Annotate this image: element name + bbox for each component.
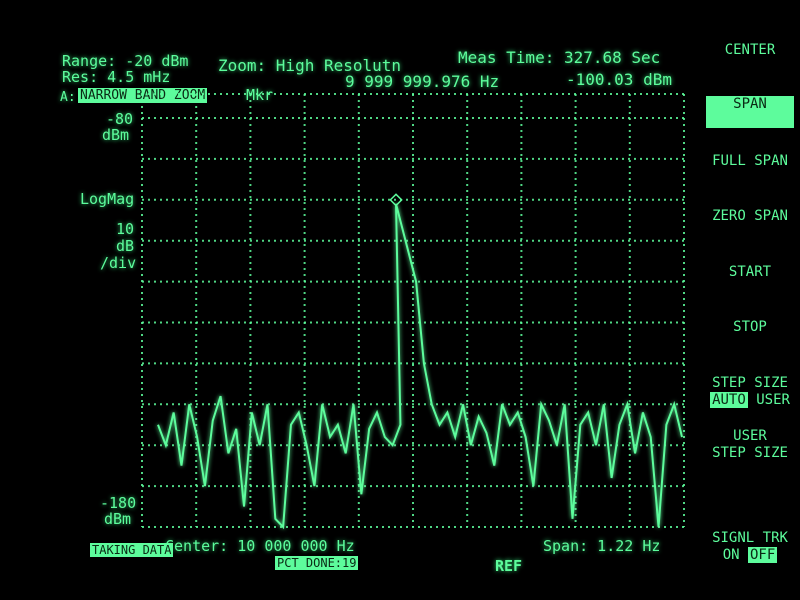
step-user-option[interactable]: USER <box>756 392 790 408</box>
marker-level: -100.03 dBm <box>566 70 672 89</box>
spectrum-trace <box>157 203 683 530</box>
y-bottom-unit: dBm <box>104 510 132 528</box>
signal-track-off[interactable]: OFF <box>748 547 778 563</box>
zoom-readout: Zoom: High Resolutn <box>218 56 402 75</box>
y-top-unit: dBm <box>102 126 130 144</box>
marker-label: Mkr <box>246 86 274 104</box>
softkey-start[interactable]: START <box>728 264 772 280</box>
marker-diamond <box>389 193 403 207</box>
y-top-value: -80 <box>106 110 134 128</box>
softkey-step-size[interactable]: STEP SIZE AUTO USER <box>700 375 800 409</box>
signal-track-on[interactable]: ON <box>722 547 740 563</box>
softkey-full-span[interactable]: FULL SPAN <box>712 153 788 169</box>
progress-badge: PCT DONE:19 <box>275 556 359 570</box>
user-step-line2: STEP SIZE <box>712 445 788 461</box>
scale-unit: dB <box>116 237 135 255</box>
scale-div: /div <box>100 254 137 272</box>
resolution-readout: Res: 4.5 mHz <box>62 68 171 86</box>
y-bottom-value: -180 <box>100 494 137 512</box>
span-readout: Span: 1.22 Hz <box>543 537 661 555</box>
softkey-span-label: SPAN <box>733 96 767 112</box>
scale-type: LogMag <box>80 190 135 208</box>
softkey-stop[interactable]: STOP <box>733 319 767 335</box>
signal-track-label: SIGNL TRK <box>712 530 788 546</box>
ref-label: REF <box>495 557 523 575</box>
scale-value: 10 <box>116 220 135 238</box>
meas-time-readout: Meas Time: 327.68 Sec <box>458 48 661 67</box>
status-badge: TAKING DATA <box>90 543 174 557</box>
trace-prefix: A: <box>60 90 76 105</box>
range-readout: Range: -20 dBm <box>62 52 189 70</box>
user-step-line1: USER <box>733 428 767 444</box>
center-frequency: Center: 10 000 000 Hz <box>165 537 355 555</box>
softkey-user-step-size[interactable]: USER STEP SIZE <box>700 428 800 462</box>
softkey-span[interactable]: SPAN <box>706 96 794 128</box>
softkey-zero-span[interactable]: ZERO SPAN <box>712 208 788 224</box>
marker-frequency: 9 999 999.976 Hz <box>345 72 500 91</box>
softkey-center[interactable]: CENTER <box>724 42 776 58</box>
softkey-signal-track[interactable]: SIGNL TRK ON OFF <box>700 530 800 564</box>
step-size-label: STEP SIZE <box>712 375 788 391</box>
step-auto-option[interactable]: AUTO <box>710 392 748 408</box>
